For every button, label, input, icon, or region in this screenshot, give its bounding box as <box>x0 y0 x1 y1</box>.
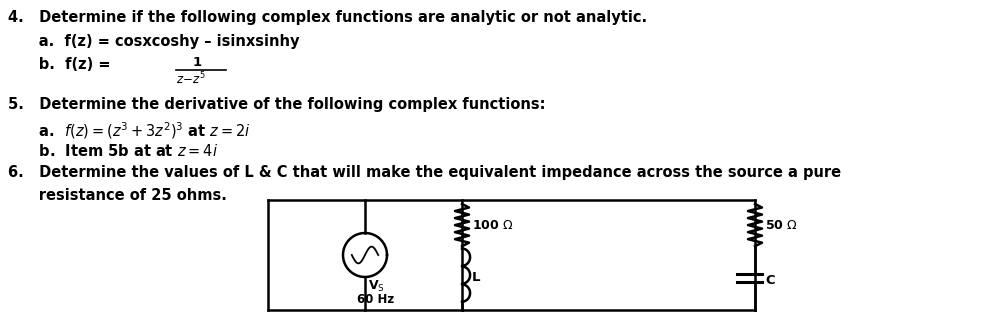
Text: a.  $f(z) = (z^3 + 3z^2)^3$ at $z = 2i$: a. $f(z) = (z^3 + 3z^2)^3$ at $z = 2i$ <box>8 120 250 141</box>
Text: a.  f(z) = cosxcoshy – isinxsinhy: a. f(z) = cosxcoshy – isinxsinhy <box>8 34 300 49</box>
Text: L: L <box>472 271 481 284</box>
Text: 60 Hz: 60 Hz <box>357 293 394 306</box>
Text: 5.   Determine the derivative of the following complex functions:: 5. Determine the derivative of the follo… <box>8 97 545 112</box>
Text: 100 $\Omega$: 100 $\Omega$ <box>472 219 514 232</box>
Text: 4.   Determine if the following complex functions are analytic or not analytic.: 4. Determine if the following complex fu… <box>8 10 647 25</box>
Text: 50 $\Omega$: 50 $\Omega$ <box>765 219 798 232</box>
Text: $z\!-\!z^5$: $z\!-\!z^5$ <box>176 71 206 88</box>
Text: b.  f(z) =: b. f(z) = <box>8 57 115 72</box>
Text: 6.   Determine the values of L & C that will make the equivalent impedance acros: 6. Determine the values of L & C that wi… <box>8 165 841 180</box>
Text: resistance of 25 ohms.: resistance of 25 ohms. <box>8 188 226 203</box>
Text: b.  Item 5b at at $z = 4i$: b. Item 5b at at $z = 4i$ <box>8 143 218 159</box>
Text: 1: 1 <box>193 56 202 69</box>
Text: C: C <box>765 274 775 287</box>
Text: V$_\mathrm{S}$: V$_\mathrm{S}$ <box>368 279 385 294</box>
